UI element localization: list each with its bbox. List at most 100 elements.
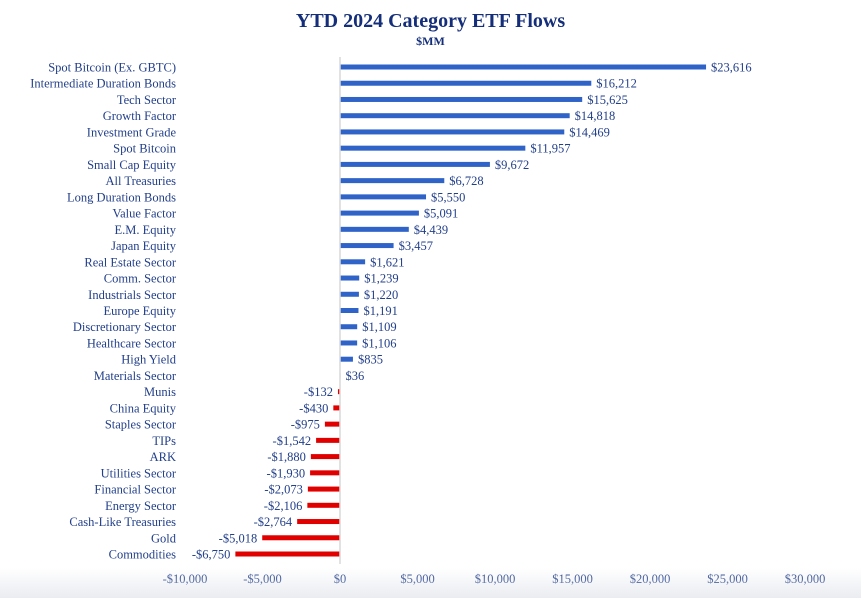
bar (262, 535, 340, 541)
category-label: Gold (151, 531, 177, 545)
category-label: Tech Sector (117, 93, 177, 107)
category-label: Materials Sector (94, 369, 177, 383)
chart-subtitle: $MM (416, 34, 445, 48)
category-label: Spot Bitcoin (Ex. GBTC) (48, 61, 176, 75)
bar (310, 454, 340, 460)
value-label: $5,091 (424, 207, 458, 221)
bar (340, 356, 353, 362)
value-label: $15,625 (587, 93, 628, 107)
bar (340, 194, 427, 200)
value-label: $1,239 (364, 272, 398, 286)
bar (340, 178, 445, 184)
category-label: Europe Equity (103, 304, 176, 318)
bar (333, 405, 340, 411)
x-tick-label: $0 (334, 572, 347, 586)
bar (297, 519, 340, 525)
bar (340, 161, 490, 167)
bar (340, 340, 358, 346)
category-label: Long Duration Bonds (67, 190, 176, 204)
category-label: Growth Factor (103, 109, 177, 123)
x-tick-label: $20,000 (630, 572, 671, 586)
value-label: $11,957 (530, 142, 570, 156)
value-label: -$975 (291, 418, 320, 432)
bar (324, 421, 340, 427)
bar (340, 275, 360, 281)
value-label: $9,672 (495, 158, 529, 172)
value-label: $835 (358, 353, 383, 367)
bar (340, 129, 565, 135)
category-label: All Treasuries (106, 174, 177, 188)
bar (340, 210, 419, 216)
category-label: Intermediate Duration Bonds (30, 77, 176, 91)
category-label: Investment Grade (87, 125, 177, 139)
value-label: -$2,073 (264, 483, 303, 497)
value-label: $5,550 (431, 190, 465, 204)
value-label: $1,191 (363, 304, 397, 318)
category-label: Real Estate Sector (84, 255, 176, 269)
value-label: $1,220 (364, 288, 398, 302)
chart-title: YTD 2024 Category ETF Flows (295, 10, 566, 32)
category-label: Industrials Sector (88, 288, 177, 302)
bar (340, 259, 366, 265)
bar (340, 226, 409, 232)
bar (340, 291, 359, 297)
value-label: $14,818 (575, 109, 616, 123)
category-label: Comm. Sector (104, 272, 177, 286)
value-label: -$132 (304, 385, 333, 399)
value-label: $3,457 (399, 239, 433, 253)
value-label: $23,616 (711, 61, 752, 75)
value-labels: $23,616 $16,212 $15,625 $14,818 $14,469 $11,9… (192, 61, 752, 562)
bar (340, 308, 359, 313)
bar (340, 96, 583, 102)
category-label: E.M. Equity (115, 223, 177, 237)
value-label: $36 (346, 369, 365, 383)
value-label: -$2,106 (264, 499, 303, 513)
value-label: $6,728 (449, 174, 483, 188)
x-tick-label: $30,000 (785, 572, 826, 586)
value-label: -$1,542 (273, 434, 312, 448)
category-labels: Spot Bitcoin (Ex. GBTC) Intermediate Dura… (30, 61, 177, 562)
category-label: Munis (144, 385, 176, 399)
bar (337, 389, 340, 395)
category-label: Small Cap Equity (87, 158, 177, 172)
x-tick-label: $25,000 (707, 572, 748, 586)
bar (340, 145, 526, 151)
value-label: -$430 (299, 401, 328, 415)
bar (340, 80, 592, 86)
category-label: Staples Sector (105, 418, 177, 432)
category-label: Healthcare Sector (87, 336, 177, 350)
category-label: China Equity (110, 401, 177, 415)
bar (307, 486, 340, 492)
bar (235, 551, 340, 557)
category-label: Energy Sector (105, 499, 177, 513)
bar (307, 502, 340, 508)
value-label: $1,106 (362, 336, 396, 350)
x-tick-label: $15,000 (552, 572, 593, 586)
x-tick-label: -$5,000 (243, 572, 282, 586)
category-label: Commodities (109, 548, 177, 562)
value-label: $1,621 (370, 255, 404, 269)
bar (310, 470, 340, 476)
value-label: -$2,764 (254, 515, 293, 529)
category-label: Value Factor (112, 207, 176, 221)
value-label: -$1,930 (267, 466, 306, 480)
category-label: Utilities Sector (101, 466, 177, 480)
bars-group (235, 64, 707, 557)
bar (340, 113, 570, 119)
value-label: $1,109 (362, 320, 396, 334)
x-axis-ticks: -$10,000 -$5,000 $0 $5,000 $10,000 $15,000 $20… (163, 572, 826, 586)
value-label: $16,212 (596, 77, 637, 91)
value-label: -$6,750 (192, 548, 231, 562)
bar (316, 437, 340, 443)
category-label: TIPs (152, 434, 176, 448)
value-label: -$5,018 (219, 531, 258, 545)
category-label: High Yield (121, 353, 176, 367)
category-label: Discretionary Sector (73, 320, 177, 334)
value-label: $4,439 (414, 223, 448, 237)
value-label: $14,469 (569, 125, 610, 139)
category-label: Spot Bitcoin (113, 142, 177, 156)
category-label: Financial Sector (94, 483, 176, 497)
bar (340, 243, 394, 249)
category-label: Cash-Like Treasuries (69, 515, 176, 529)
